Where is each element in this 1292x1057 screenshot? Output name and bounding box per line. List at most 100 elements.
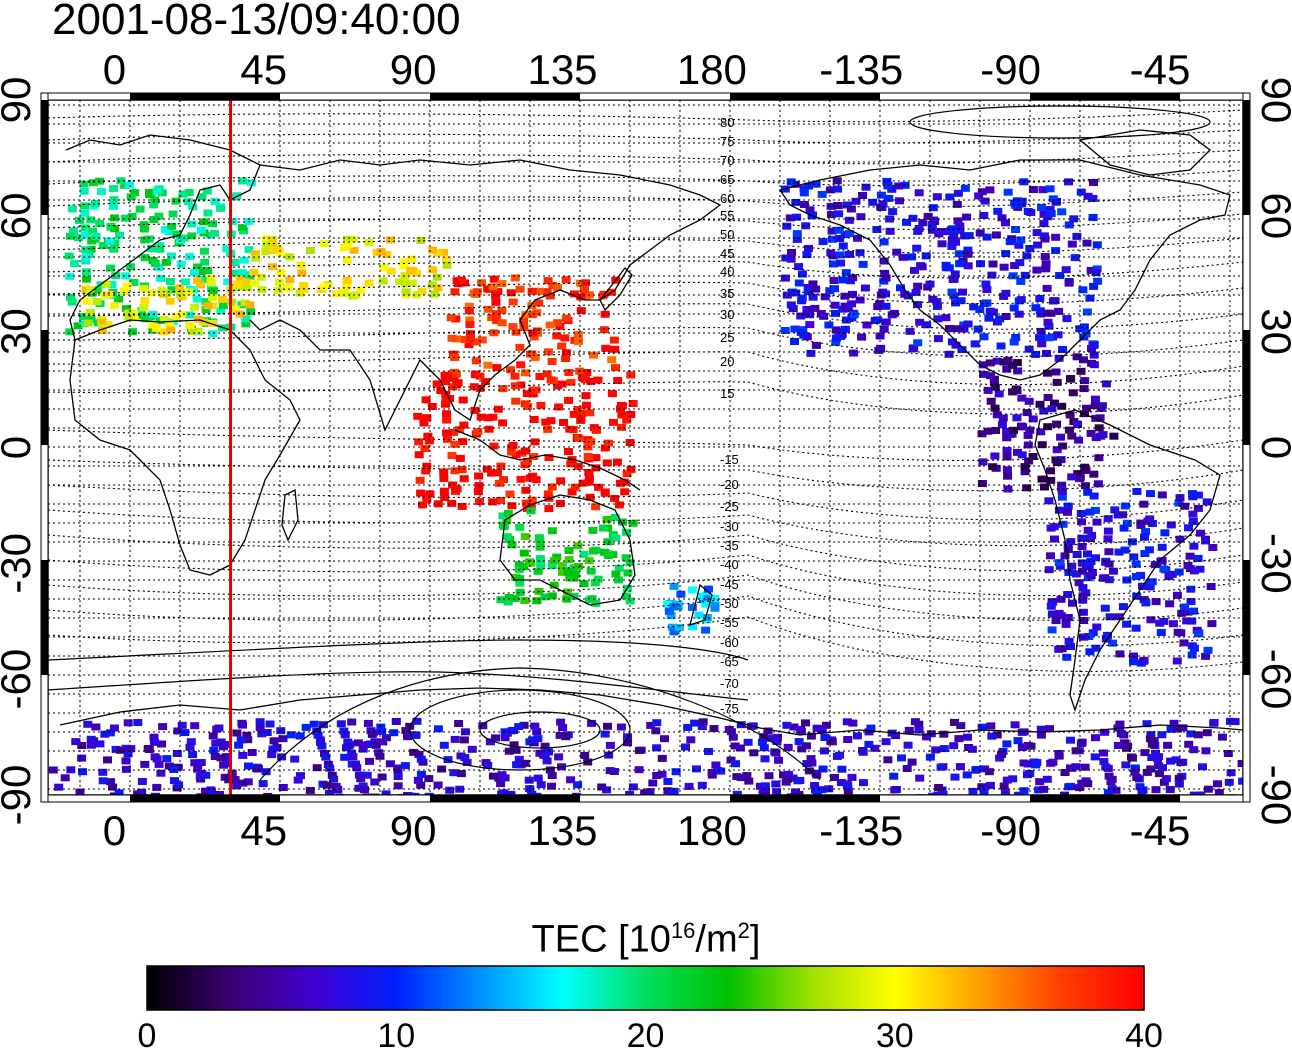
tec-cell xyxy=(65,232,75,240)
tec-cell xyxy=(109,185,119,193)
tec-cell xyxy=(1146,765,1156,773)
tec-cell xyxy=(543,277,553,285)
tec-cell xyxy=(515,523,525,531)
tec-cell xyxy=(858,748,868,756)
tec-cell xyxy=(806,349,816,357)
tec-cell xyxy=(506,790,516,795)
tec-cell xyxy=(1189,542,1199,550)
tec-cell xyxy=(242,731,252,739)
tec-cell xyxy=(789,723,799,731)
tec-cell xyxy=(174,781,184,789)
tec-cell xyxy=(210,229,220,237)
tec-cell xyxy=(395,278,405,286)
tec-cell xyxy=(556,718,566,726)
tec-cell xyxy=(1058,520,1068,528)
tec-cell xyxy=(837,765,847,773)
tec-cell xyxy=(610,345,620,353)
tec-cell xyxy=(241,320,251,328)
tec-cell xyxy=(858,260,868,268)
tec-cell xyxy=(584,478,594,486)
tec-cell xyxy=(1073,421,1082,428)
tec-cell xyxy=(817,726,827,734)
tec-cell xyxy=(516,381,526,389)
tec-cell xyxy=(155,245,165,253)
tec-cell xyxy=(459,421,469,429)
tec-cell xyxy=(243,284,252,291)
tec-cell xyxy=(726,756,736,764)
tec-cell xyxy=(1046,210,1056,217)
tec-cell xyxy=(1064,221,1074,229)
tec-cell xyxy=(963,733,972,741)
tec-cell xyxy=(1103,631,1112,639)
tec-cell xyxy=(807,759,817,767)
tec-cell xyxy=(1041,260,1051,268)
tec-cell xyxy=(519,563,528,571)
contour-label: 15 xyxy=(720,386,734,401)
tec-cell xyxy=(1130,768,1140,776)
tec-cell xyxy=(1031,350,1041,358)
tec-cell xyxy=(1172,591,1182,599)
tec-cell xyxy=(320,283,330,291)
tec-cell xyxy=(914,726,924,734)
magnetic-contours xyxy=(48,109,1243,672)
tec-cell xyxy=(440,371,450,379)
tec-cell xyxy=(430,290,440,298)
tec-cell xyxy=(544,748,553,756)
colorbar-tick-label: 0 xyxy=(137,1017,157,1055)
tec-cell xyxy=(1050,297,1060,305)
tec-cell xyxy=(1087,569,1097,576)
tec-cell xyxy=(824,321,834,329)
tec-cell xyxy=(65,328,75,336)
lat-tick-left: 0 xyxy=(0,436,39,459)
tec-cell xyxy=(1051,617,1061,625)
tec-cell xyxy=(456,770,466,778)
tec-cell xyxy=(585,493,595,501)
tec-cell xyxy=(710,604,720,612)
tec-cell xyxy=(1188,510,1198,518)
coastline-madagascar xyxy=(281,488,299,542)
tec-cell xyxy=(449,428,458,436)
tec-cell xyxy=(1045,185,1055,193)
tec-cell xyxy=(912,244,922,252)
tec-cell xyxy=(1086,558,1096,565)
tec-cell xyxy=(80,209,90,217)
tec-cell xyxy=(1109,567,1118,575)
tec-cell xyxy=(1100,604,1110,612)
tec-cell xyxy=(406,266,416,274)
tec-cell xyxy=(900,290,910,298)
contour-label: 30 xyxy=(720,307,734,322)
tec-cell xyxy=(77,742,87,749)
tec-cell xyxy=(563,588,573,596)
tec-cell xyxy=(826,211,836,219)
tec-cell xyxy=(120,288,130,295)
tec-cell xyxy=(1023,431,1033,439)
tec-cell xyxy=(521,486,531,494)
tec-cell xyxy=(1010,721,1020,729)
tec-cell xyxy=(942,228,952,236)
tec-cell xyxy=(875,301,884,308)
tec-cell xyxy=(442,435,452,443)
tec-cell xyxy=(975,229,985,237)
tec-cell xyxy=(299,286,309,294)
tec-cell xyxy=(786,301,796,309)
tec-cell xyxy=(900,181,910,189)
tec-cell xyxy=(79,320,89,328)
tec-cell xyxy=(834,226,844,234)
tec-cell xyxy=(692,765,701,773)
tec-cell xyxy=(421,467,431,475)
contour-label: 25 xyxy=(720,330,734,345)
tec-cell xyxy=(1165,600,1175,608)
colorbar-title: TEC [1016/m2] xyxy=(531,918,761,961)
tec-cell xyxy=(1110,506,1120,514)
tec-cell xyxy=(516,361,526,369)
tec-cell xyxy=(828,260,838,268)
lon-tick-top: -90 xyxy=(980,46,1041,93)
tec-cell xyxy=(831,338,841,346)
tec-cell xyxy=(401,288,411,296)
tec-cell xyxy=(1037,340,1047,348)
tec-cell xyxy=(843,736,853,743)
tec-cell xyxy=(987,271,997,279)
tec-cell xyxy=(343,241,353,249)
tec-cell xyxy=(990,452,1000,460)
tec-cell xyxy=(663,600,673,608)
